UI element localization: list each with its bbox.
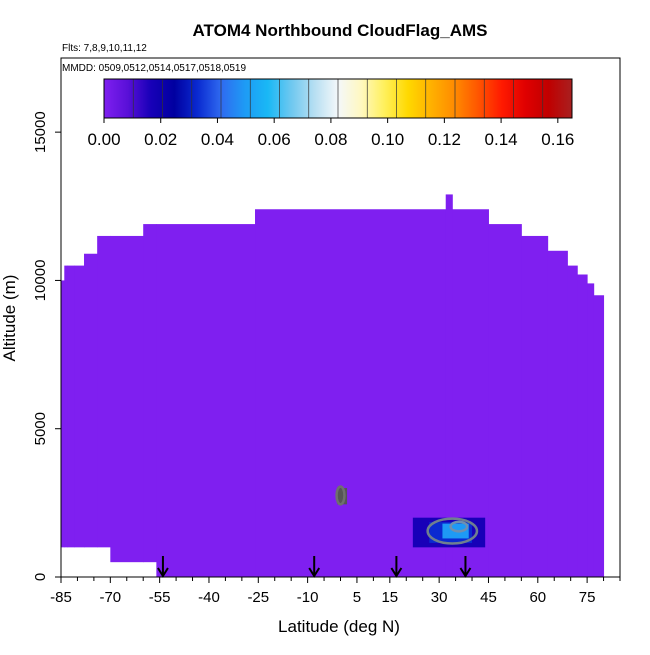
colorbar-tick-label: 0.02 xyxy=(144,130,177,149)
coverage-column xyxy=(445,194,453,577)
y-axis: 0 5000 10000 15000 xyxy=(32,111,61,581)
coverage-column xyxy=(452,209,489,577)
x-tick-label: -70 xyxy=(99,589,121,606)
x-tick-label: 60 xyxy=(529,589,546,606)
coverage-column xyxy=(521,235,549,577)
contour-line xyxy=(335,485,346,506)
x-tick-label: -40 xyxy=(198,589,220,606)
coverage-column xyxy=(84,253,98,548)
x-tick-label: 15 xyxy=(381,589,398,606)
chart-title: ATOM4 Northbound CloudFlag_AMS xyxy=(193,21,488,40)
x-tick-label: -25 xyxy=(247,589,269,606)
x-tick-label: -85 xyxy=(50,589,72,606)
y-axis-label: Altitude (m) xyxy=(0,275,19,362)
x-tick-label: -55 xyxy=(149,589,171,606)
hotspot-cell xyxy=(337,488,348,505)
coverage-column xyxy=(61,280,65,548)
coverage-column xyxy=(593,295,605,577)
x-tick-label: -10 xyxy=(297,589,319,606)
y-tick-label: 10000 xyxy=(32,260,49,302)
contour-line xyxy=(449,520,469,533)
flight-marker-arrowhead xyxy=(459,567,472,578)
colorbar-frame xyxy=(103,78,573,119)
chart-subtitle-flights: Flts: 7,8,9,10,11,12 xyxy=(62,43,147,54)
colorbar-tick-label: 0.06 xyxy=(258,130,291,149)
colorbar-tick-label: 0.16 xyxy=(541,130,574,149)
coverage-column xyxy=(567,265,578,577)
x-axis-label: Latitude (deg N) xyxy=(278,617,400,636)
coverage-column xyxy=(156,224,256,577)
coverage-column xyxy=(64,265,69,548)
coverage-column xyxy=(587,283,595,577)
x-tick-label: 5 xyxy=(353,589,361,606)
y-tick-label: 5000 xyxy=(32,412,49,445)
flight-marker-arrowhead xyxy=(390,567,403,578)
contour-line xyxy=(426,517,479,545)
coverage-layer xyxy=(61,194,605,577)
colorbar-tick-label: 0.04 xyxy=(201,130,234,149)
x-axis: -85 -70 -55 -40 -25 -10 5 15 30 45 60 75 xyxy=(50,577,621,606)
flight-marker-arrowhead xyxy=(308,567,321,578)
chart-subtitle-dates: MMDD: 0509,0512,0514,0517,0518,0519 xyxy=(62,63,246,74)
x-tick-label: 30 xyxy=(431,589,448,606)
coverage-column xyxy=(547,250,568,577)
x-tick-label: 75 xyxy=(579,589,596,606)
coverage-column xyxy=(67,265,75,548)
colorbar-tick-label: 0.14 xyxy=(485,130,518,149)
coverage-column xyxy=(97,235,111,548)
x-tick-label: 45 xyxy=(480,589,497,606)
colorbar-tick-label: 0.12 xyxy=(428,130,461,149)
coverage-column xyxy=(74,265,85,548)
colorbar-tick-label: 0.00 xyxy=(87,130,120,149)
coverage-column xyxy=(110,235,144,563)
colorbar-tick-label: 0.08 xyxy=(314,130,347,149)
coverage-column xyxy=(577,274,588,577)
coverage-column xyxy=(143,224,157,563)
colorbar-tick-label: 0.10 xyxy=(371,130,404,149)
flight-marker-layer xyxy=(157,556,472,578)
coverage-column xyxy=(488,224,522,577)
coverage-column xyxy=(255,209,447,577)
flight-marker-arrowhead xyxy=(157,567,169,578)
y-tick-label: 0 xyxy=(32,573,49,581)
colorbar: 0.00 0.02 0.04 0.06 0.08 0.10 0.12 0.14 0.16 xyxy=(87,78,574,149)
y-tick-label: 15000 xyxy=(32,111,49,153)
contour-layer xyxy=(335,485,479,545)
